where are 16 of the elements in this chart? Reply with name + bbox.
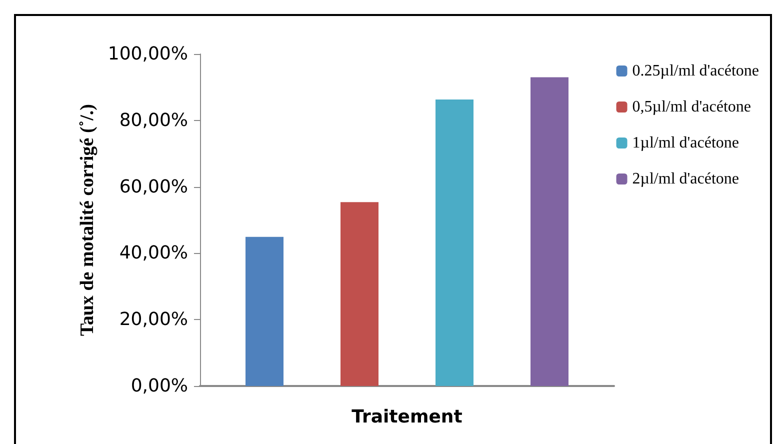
y-tick-label: 100,00%: [108, 44, 188, 64]
x-axis-title: Traitement: [352, 406, 463, 428]
y-tick-label: 0,00%: [130, 376, 188, 396]
y-tick-label: 60,00%: [119, 176, 188, 198]
legend-label: 0.25µl/ml d'acétone: [632, 62, 759, 80]
bar: [246, 236, 284, 386]
y-axis-title: Taux de motalité corrigé (˚/.): [77, 104, 98, 336]
legend-label: 2µl/ml d'acétone: [632, 170, 739, 188]
y-tick-label: 40,00%: [119, 242, 188, 264]
y-tick-label: 20,00%: [119, 309, 188, 330]
bar: [436, 99, 474, 386]
bar: [530, 77, 568, 386]
y-tick-label: 80,00%: [119, 110, 188, 131]
legend-label: 1µl/ml d'acétone: [632, 134, 739, 152]
legend-label: 0,5µl/ml d'acétone: [632, 98, 751, 116]
bar: [340, 202, 378, 386]
